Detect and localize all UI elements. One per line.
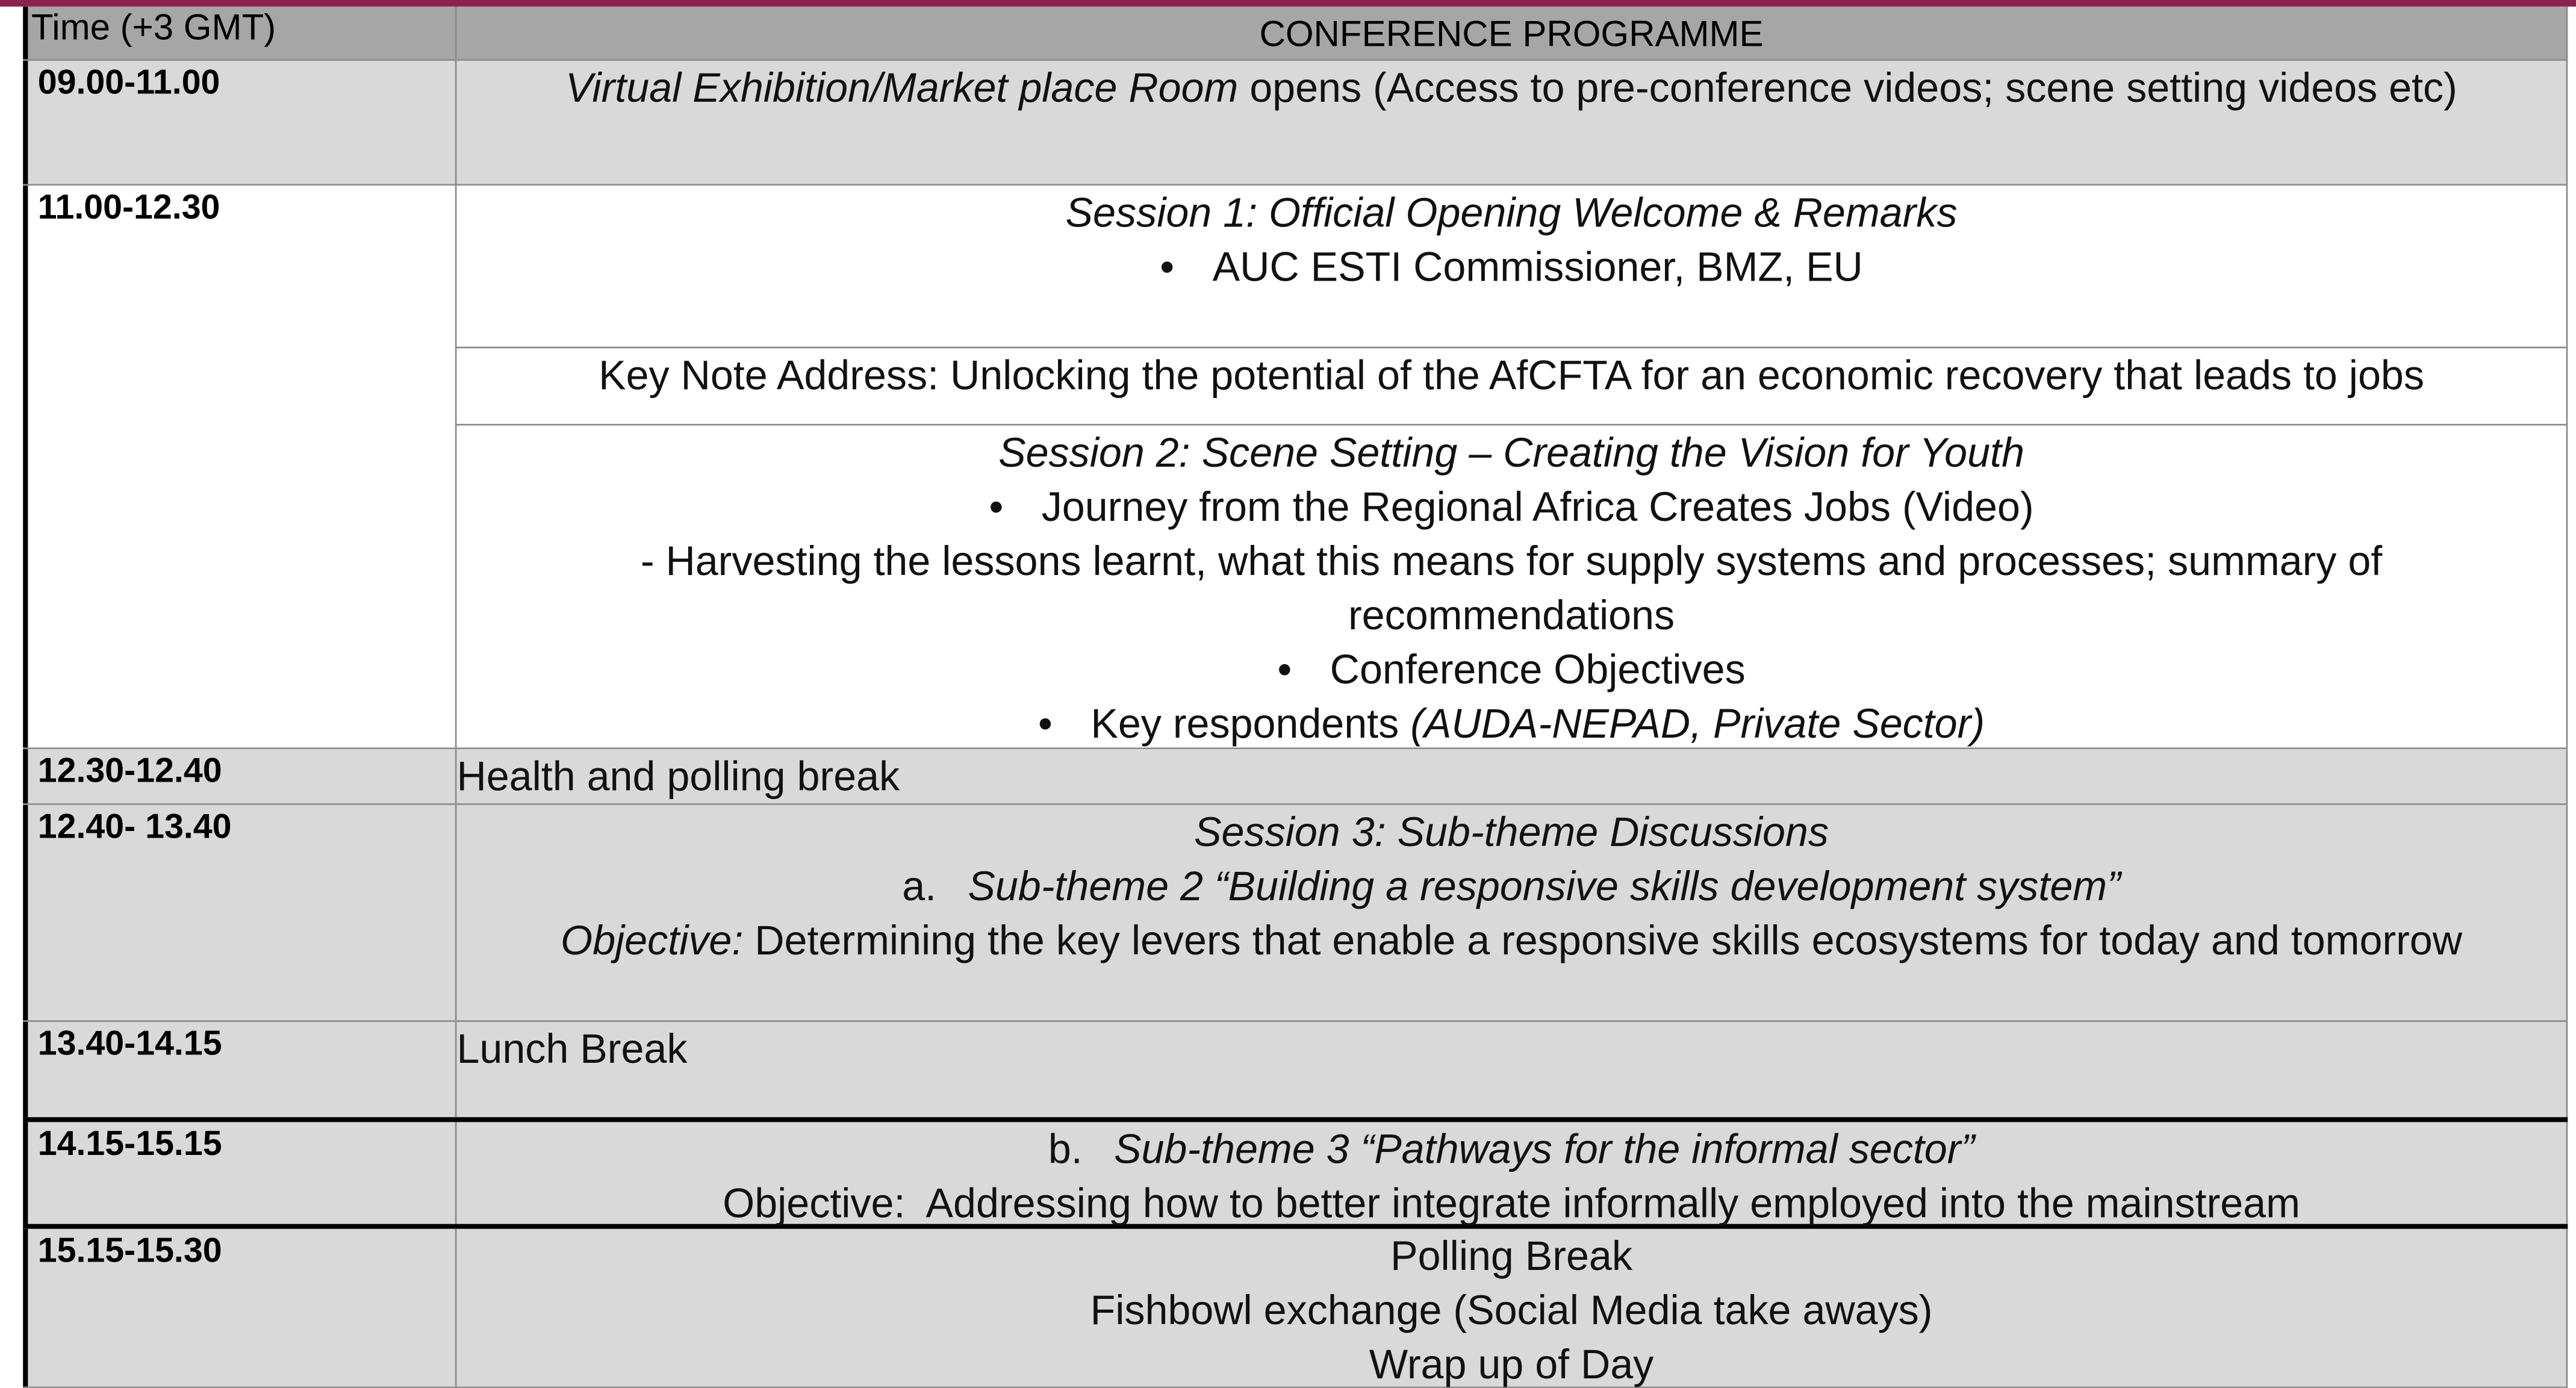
session-content: Session 3: Sub-theme Discussions a. Sub-th… xyxy=(456,804,2568,1022)
time-slot: 15.15-15.30 xyxy=(23,1228,457,1387)
programme-row: 12.40- 13.40 Session 3: Sub-theme Discuss… xyxy=(23,804,2568,1022)
text-line: Key respondents (AUDA-NEPAD, Private Sec… xyxy=(456,699,2566,753)
session-content: Health and polling break xyxy=(456,749,2568,805)
session-content: Polling Break Fishbowl exchange (Social M… xyxy=(456,1228,2568,1388)
text-segment: opens (Access to pre-conference videos; … xyxy=(1238,66,2457,112)
text-line: Session 3: Sub-theme Discussions xyxy=(456,807,2566,861)
text-line: Objective: Determining the key levers th… xyxy=(456,915,2566,969)
programme-row: 11.00-12.30 Session 1: Official Opening W… xyxy=(23,185,2568,750)
header-time: Time (+3 GMT) xyxy=(23,6,457,60)
text-line: Key Note Address: Unlocking the potentia… xyxy=(456,350,2566,404)
time-slot: 09.00-11.00 xyxy=(23,60,457,184)
session-cell: Session 3: Sub-theme Discussions a. Sub-th… xyxy=(456,805,2566,1022)
session-cell: Key Note Address: Unlocking the potentia… xyxy=(456,348,2566,426)
time-slot: 13.40-14.15 xyxy=(23,1022,457,1118)
programme-row: 09.00-11.00 Virtual Exhibition/Market pla… xyxy=(23,60,2568,186)
time-slot: 14.15-15.15 xyxy=(23,1122,457,1224)
text-line: Objective: Addressing how to better inte… xyxy=(456,1178,2566,1232)
text-segment: Key respondents xyxy=(1090,701,1411,748)
text-segment: Objective: Addressing how to better inte… xyxy=(723,1181,2300,1228)
list-marker: a. xyxy=(902,864,937,910)
text-line: - Harvesting the lessons learnt, what th… xyxy=(456,535,2566,644)
session-content: Virtual Exhibition/Market place Room ope… xyxy=(456,60,2568,185)
text-line: Virtual Exhibition/Market place Room ope… xyxy=(456,63,2566,117)
text-line: Conference Objectives xyxy=(456,644,2566,698)
time-slot: 12.40- 13.40 xyxy=(23,804,457,1021)
text-segment: AUC ESTI Commissioner, BMZ, EU xyxy=(1212,244,1863,291)
session-cell: Lunch Break xyxy=(456,1022,2566,1122)
header-content: CONFERENCE PROGRAMME xyxy=(456,6,2568,60)
text-segment: Journey from the Regional Africa Creates… xyxy=(1041,484,2034,531)
top-bar xyxy=(0,0,2576,7)
text-segment: Polling Break xyxy=(1390,1233,1632,1280)
text-segment: Objective: xyxy=(561,918,744,965)
text-line: Session 1: Official Opening Welcome & Re… xyxy=(456,187,2566,241)
text-segment: Sub-theme 3 “Pathways for the informal s… xyxy=(1114,1127,1975,1174)
text-segment: Key Note Address: Unlocking the potentia… xyxy=(599,353,2424,399)
time-slot: 12.30-12.40 xyxy=(23,749,457,804)
text-segment: Wrap up of Day xyxy=(1369,1342,1654,1388)
session-content: Session 1: Official Opening Welcome & Re… xyxy=(456,185,2568,749)
text-segment: - Harvesting the lessons learnt, what th… xyxy=(640,538,2394,640)
text-line: Journey from the Regional Africa Creates… xyxy=(456,481,2566,535)
time-slot: 11.00-12.30 xyxy=(23,185,457,748)
text-line: b. Sub-theme 3 “Pathways for the informal… xyxy=(456,1124,2566,1178)
text-segment: Session 2: Scene Setting – Creating the … xyxy=(998,430,2024,477)
programme-row: 14.15-15.15 b. Sub-theme 3 “Pathways for t… xyxy=(23,1122,2568,1229)
text-line: Polling Break xyxy=(456,1230,2566,1284)
text-segment: Health and polling break xyxy=(456,754,900,800)
session-cell: Health and polling break xyxy=(456,749,2566,805)
programme-row: 12.30-12.40 Health and polling break xyxy=(23,749,2568,805)
text-line: Fishbowl exchange (Social Media take awa… xyxy=(456,1285,2566,1339)
session-cell: b. Sub-theme 3 “Pathways for the informal… xyxy=(456,1122,2566,1228)
session-cell: Session 1: Official Opening Welcome & Re… xyxy=(456,185,2566,349)
programme-row: 13.40-14.15 Lunch Break xyxy=(23,1022,2568,1122)
programme-row: 15.15-15.30 Polling Break Fishbowl exchang… xyxy=(23,1228,2568,1388)
header-row: Time (+3 GMT) CONFERENCE PROGRAMME xyxy=(23,6,2568,61)
text-segment: Session 3: Sub-theme Discussions xyxy=(1194,810,1829,856)
text-line: Session 2: Scene Setting – Creating the … xyxy=(456,427,2566,481)
text-segment: Determining the key levers that enable a… xyxy=(743,918,2463,965)
text-segment: Session 1: Official Opening Welcome & Re… xyxy=(1065,190,1958,237)
text-segment: Virtual Exhibition/Market place Room xyxy=(565,66,1239,112)
session-cell: Session 2: Scene Setting – Creating the … xyxy=(456,426,2566,749)
text-segment: Sub-theme 2 “Building a responsive skill… xyxy=(968,864,2121,910)
session-content: Lunch Break xyxy=(456,1022,2568,1118)
session-content: b. Sub-theme 3 “Pathways for the informal… xyxy=(456,1122,2568,1227)
text-segment: Conference Objectives xyxy=(1330,647,1746,694)
text-line: AUC ESTI Commissioner, BMZ, EU xyxy=(456,241,2566,296)
session-cell: Polling Break Fishbowl exchange (Social M… xyxy=(456,1229,2566,1388)
text-line: a. Sub-theme 2 “Building a responsive ski… xyxy=(456,861,2566,915)
text-segment: Lunch Break xyxy=(456,1027,688,1073)
header-title: CONFERENCE PROGRAMME xyxy=(1259,13,1764,55)
text-segment: (AUDA-NEPAD, Private Sector) xyxy=(1410,701,1985,748)
text-line: Lunch Break xyxy=(456,1024,2566,1078)
text-segment: Fishbowl exchange (Social Media take awa… xyxy=(1090,1287,1933,1334)
session-cell: Virtual Exhibition/Market place Room ope… xyxy=(456,61,2566,185)
list-marker: b. xyxy=(1048,1127,1083,1174)
text-line: Health and polling break xyxy=(456,751,2566,805)
text-line: Wrap up of Day xyxy=(456,1339,2566,1388)
